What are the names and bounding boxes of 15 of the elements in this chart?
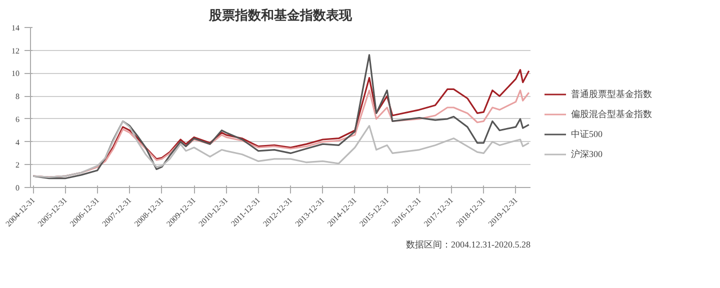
legend-label: 普通股票型基金指数 [571,88,652,100]
legend-label: 沪深300 [571,148,602,160]
legend-label: 偏股混合型基金指数 [571,108,652,120]
y-tick-label: 0 [16,184,20,192]
line-series [32,120,530,178]
y-tick-label: 6 [16,114,20,124]
text: 数据区间：2004.12.31-2020.5.28 [406,240,531,250]
y-tick-label: 8 [16,92,20,102]
y-tick-label: 4 [16,138,20,147]
y-tick-label: 2 [16,160,20,170]
y-tick-label: 12 [12,46,20,56]
y-tick-label: 10 [12,69,20,78]
y-tick-label: 14 [12,24,20,32]
chart-title: 股票指数和基金指数表现 [208,8,353,22]
legend-label: 中证500 [571,128,602,140]
